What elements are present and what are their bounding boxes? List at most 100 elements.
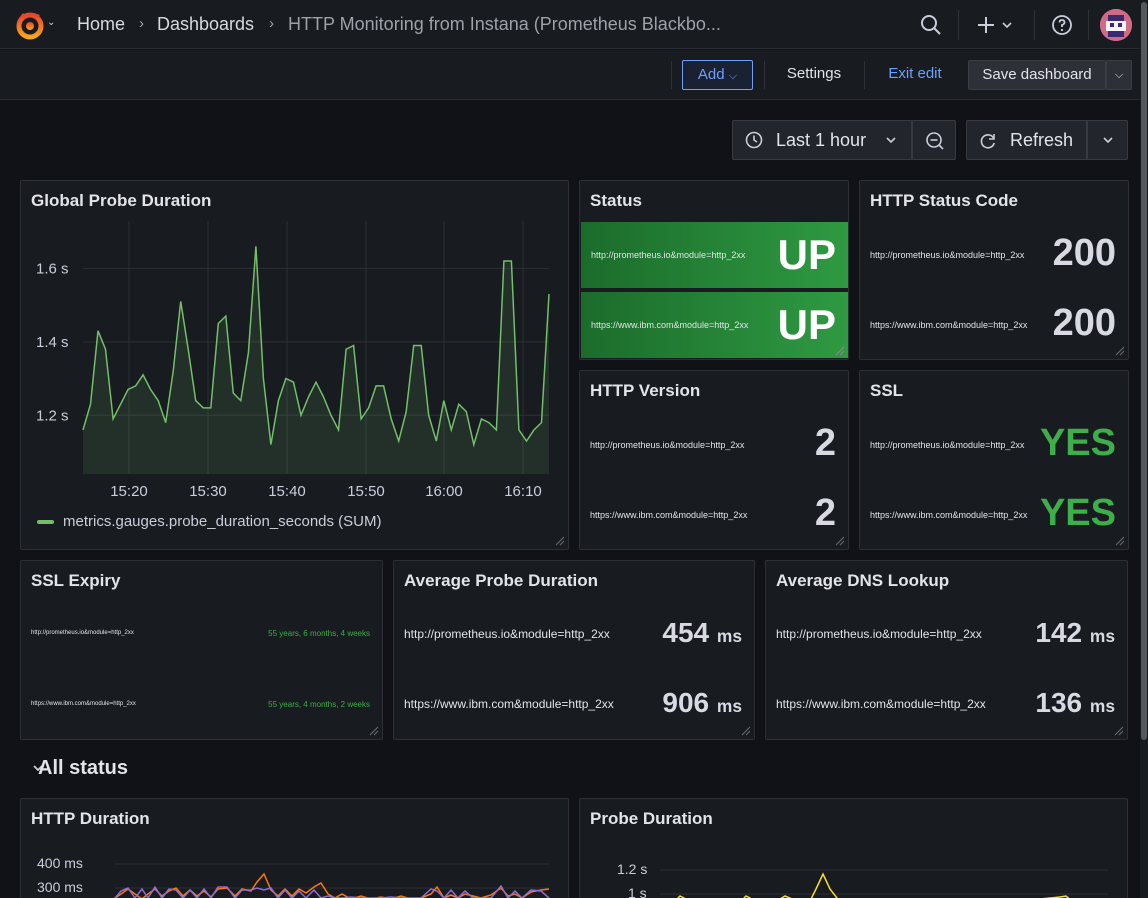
row-title-all-status[interactable]: All status — [38, 757, 129, 779]
clock-icon — [745, 131, 763, 149]
status-value: UP — [777, 231, 836, 278]
average-probe-duration-panel[interactable]: Average Probe Duration http://prometheus… — [393, 560, 755, 740]
panel-title: Probe Duration — [590, 809, 713, 828]
save-options-button[interactable]: ⌵ — [1106, 60, 1132, 90]
global-probe-duration-panel[interactable]: Global Probe Duration 1.6 s 1.4 s 1.2 s 15:… — [20, 180, 569, 550]
y-tick-label: 1.2 s — [36, 407, 69, 424]
divider — [671, 61, 672, 89]
resize-handle-icon[interactable] — [555, 536, 565, 546]
http-status-code-panel[interactable]: HTTP Status Code http://prometheus.io&mo… — [859, 180, 1129, 360]
breadcrumb-dashboards[interactable]: Dashboards — [157, 14, 255, 34]
row-label: https://www.ibm.com&module=http_2xx — [404, 697, 614, 711]
resize-handle-icon[interactable] — [835, 346, 845, 356]
ssl-expiry-value: 55 years, 4 months, 2 weeks — [268, 700, 370, 709]
status-code-value: 200 — [1052, 232, 1116, 274]
panel-title: SSL Expiry — [31, 571, 121, 590]
probe-duration-panel[interactable]: Probe Duration 1.2 s 1 s — [579, 798, 1128, 898]
refresh-icon — [980, 134, 995, 149]
row-label: http://prometheus.io&module=http_2xx — [870, 440, 1025, 450]
refresh-interval-button[interactable] — [1087, 120, 1128, 160]
x-tick-label: 15:30 — [189, 483, 227, 500]
x-tick-label: 16:00 — [425, 483, 463, 500]
resize-handle-icon[interactable] — [1115, 536, 1125, 546]
x-tick-label: 16:10 — [504, 483, 542, 500]
y-tick-label: 1 s — [628, 885, 647, 898]
series-area — [83, 246, 549, 474]
resize-handle-icon[interactable] — [835, 536, 845, 546]
row-label: https://www.ibm.com&module=http_2xx — [591, 320, 749, 330]
chevron-down-icon[interactable] — [32, 764, 44, 774]
legend-swatch — [37, 520, 54, 524]
scrollbar-thumb[interactable] — [1141, 2, 1147, 740]
row-label: http://prometheus.io&module=http_2xx — [590, 440, 745, 450]
y-tick-label: 1.4 s — [36, 334, 69, 351]
panel-title: HTTP Duration — [31, 809, 150, 828]
page-scrollbar[interactable] — [1140, 0, 1148, 898]
settings-button[interactable]: Settings — [786, 65, 842, 82]
divider — [1088, 10, 1089, 40]
chevron-down-icon[interactable]: ⌄ — [47, 17, 56, 28]
row-label: http://prometheus.io&module=http_2xx — [870, 250, 1025, 260]
add-button[interactable]: Add ⌵ — [682, 60, 753, 90]
avg-probe-value: 454 ms — [662, 617, 742, 648]
resize-handle-icon[interactable] — [1115, 346, 1125, 356]
http-duration-chart[interactable] — [21, 799, 569, 898]
status-cell: http://prometheus.io&module=http_2xx UP — [581, 222, 848, 288]
row-label: https://www.ibm.com&module=http_2xx — [31, 701, 136, 707]
probe-duration-chart[interactable] — [580, 799, 1128, 898]
top-nav: ⌄ Home › Dashboards › HTTP Monitoring fr… — [0, 0, 1140, 49]
zoom-out-icon — [926, 132, 944, 150]
avg-dns-value: 136 ms — [1035, 687, 1115, 718]
exit-edit-button[interactable]: Exit edit — [888, 65, 942, 82]
average-dns-lookup-panel[interactable]: Average DNS Lookup http://prometheus.io&… — [765, 560, 1128, 740]
http-version-value: 2 — [814, 422, 836, 464]
row-label: https://www.ibm.com&module=http_2xx — [776, 697, 986, 711]
status-code-value: 200 — [1052, 302, 1116, 344]
ssl-panel[interactable]: SSL http://prometheus.io&module=http_2xx… — [859, 370, 1129, 550]
http-version-panel[interactable]: HTTP Version http://prometheus.io&module… — [579, 370, 849, 550]
chevron-down-icon — [886, 137, 896, 144]
status-cell: https://www.ibm.com&module=http_2xx UP — [581, 292, 848, 358]
avg-dns-value: 142 ms — [1035, 617, 1115, 648]
http-duration-panel[interactable]: HTTP Duration 400 ms 300 ms — [20, 798, 569, 898]
chevron-right-icon: › — [269, 15, 274, 32]
plus-icon[interactable] — [976, 13, 1016, 37]
divider — [764, 61, 765, 89]
row-label: http://prometheus.io&module=http_2xx — [591, 250, 746, 260]
refresh-label: Refresh — [1010, 130, 1074, 150]
y-tick-label: 300 ms — [37, 879, 83, 895]
y-tick-label: 1.2 s — [617, 861, 648, 877]
time-range-picker[interactable]: Last 1 hour — [732, 120, 912, 160]
x-tick-label: 15:50 — [347, 483, 385, 500]
panel-title: HTTP Status Code — [870, 191, 1018, 210]
panel-title: Average DNS Lookup — [776, 571, 950, 590]
y-tick-label: 400 ms — [37, 855, 83, 871]
y-tick-label: 1.6 s — [36, 260, 69, 277]
breadcrumb-current: HTTP Monitoring from Instana (Prometheus… — [288, 14, 721, 34]
ssl-expiry-panel[interactable]: SSL Expiry http://prometheus.io&module=h… — [20, 560, 383, 740]
legend-label[interactable]: metrics.gauges.probe_duration_seconds (S… — [63, 513, 382, 530]
avatar[interactable] — [1100, 9, 1132, 41]
http-version-value: 2 — [814, 492, 836, 534]
save-dashboard-button[interactable]: Save dashboard — [968, 60, 1106, 90]
resize-handle-icon[interactable] — [741, 726, 751, 736]
divider — [1034, 10, 1035, 40]
panel-title: Status — [590, 191, 642, 210]
breadcrumb-home[interactable]: Home — [77, 14, 126, 34]
grafana-logo-icon[interactable] — [14, 9, 46, 41]
global-probe-duration-chart[interactable]: 1.6 s 1.4 s 1.2 s 15:20 15:30 15:40 15:50 16:00… — [21, 181, 569, 550]
row-label: http://prometheus.io&module=http_2xx — [404, 627, 610, 641]
refresh-button[interactable]: Refresh — [966, 120, 1087, 160]
search-icon[interactable] — [919, 13, 943, 37]
chevron-down-icon — [1103, 137, 1113, 144]
zoom-out-button[interactable] — [912, 120, 956, 160]
help-icon[interactable] — [1050, 13, 1074, 37]
divider — [864, 61, 865, 89]
resize-handle-icon[interactable] — [369, 726, 379, 736]
panel-title: Average Probe Duration — [404, 571, 598, 590]
series-line[interactable] — [82, 246, 550, 448]
row-label: http://prometheus.io&module=http_2xx — [31, 630, 134, 636]
status-panel[interactable]: Status http://prometheus.io&module=http_… — [579, 180, 849, 360]
chevron-down-icon: ⌵ — [1114, 69, 1124, 81]
resize-handle-icon[interactable] — [1114, 726, 1124, 736]
